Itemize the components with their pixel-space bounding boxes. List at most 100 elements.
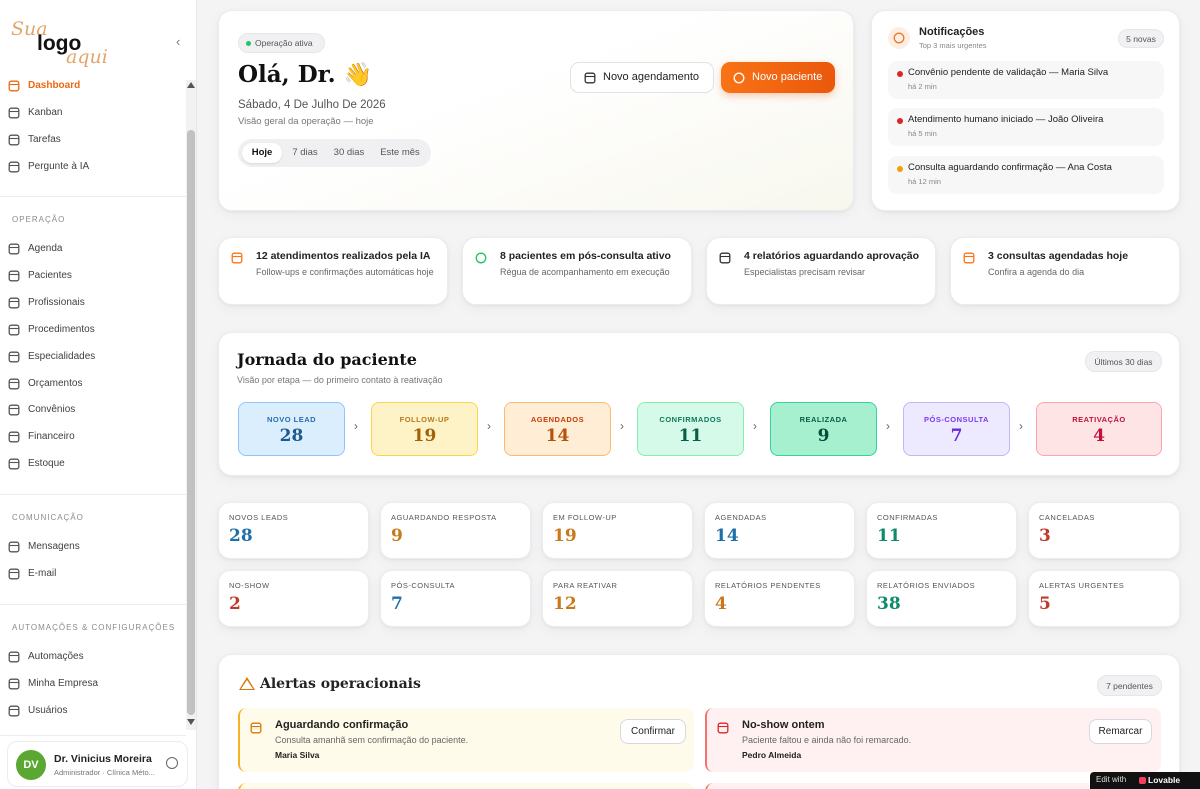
icon: [8, 705, 20, 717]
metric-card[interactable]: PÓS-CONSULTA 7: [380, 570, 531, 627]
icon: [8, 541, 20, 553]
alert-action[interactable]: Confirmar: [620, 719, 686, 744]
nav-item[interactable]: E-mail: [28, 568, 57, 579]
metric-card[interactable]: AGUARDANDO RESPOSTA 9: [380, 502, 531, 559]
nav-item[interactable]: Especialidades: [28, 351, 96, 362]
highlight-text: Follow-ups e confirmações automáticas ho…: [256, 267, 434, 277]
notification-text: Convênio pendente de validação — Maria S…: [908, 67, 1109, 78]
journey-stage[interactable]: AGENDADOS 14: [504, 402, 611, 456]
metric-card[interactable]: NO-SHOW 2: [218, 570, 369, 627]
icon: [963, 252, 975, 264]
metric-card[interactable]: RELATÓRIOS PENDENTES 4: [704, 570, 855, 627]
journey-stage[interactable]: NOVO LEAD 28: [238, 402, 345, 456]
alert-action[interactable]: Remarcar: [1089, 719, 1152, 744]
highlight-card: 4 relatórios aguardando aprovação Especia…: [706, 237, 936, 305]
metric-card[interactable]: CONFIRMADAS 11: [866, 502, 1017, 559]
alert-text: Consulta amanhã sem confirmação do pacie…: [275, 735, 469, 745]
nav-item[interactable]: Pacientes: [28, 270, 72, 281]
icon: [8, 678, 20, 690]
nav-item[interactable]: Profissionais: [28, 297, 85, 308]
button-new-appointment[interactable]: Novo agendamento: [570, 62, 714, 93]
alert-title: No-show ontem: [742, 719, 825, 731]
collapse-button[interactable]: ‹: [176, 34, 181, 49]
stage-value: 4: [1093, 426, 1105, 446]
user-card[interactable]: DV Dr. Vinicius Moreira Administrador · Cl…: [7, 741, 188, 787]
nav-item[interactable]: Estoque: [28, 458, 65, 469]
priority-dot: [897, 71, 903, 77]
stage-arrow: ›: [1019, 419, 1023, 433]
range-tab[interactable]: 30 dias: [333, 147, 365, 158]
alerts-card: Alertas operacionais 7 pendentes Aguardand…: [218, 654, 1180, 789]
button-new-patient[interactable]: Novo paciente: [721, 62, 835, 93]
range-tab[interactable]: 7 dias: [292, 147, 318, 158]
alert-item: No-show ontem Paciente faltou e ainda não…: [705, 708, 1161, 772]
edit-brand: Lovable: [1148, 775, 1181, 785]
metric-label: CANCELADAS: [1039, 513, 1095, 522]
nav-item[interactable]: Tarefas: [28, 134, 61, 145]
nav-item[interactable]: Kanban: [28, 107, 63, 118]
icon: [8, 270, 20, 282]
priority-dot: [897, 118, 903, 124]
notification-item[interactable]: Consulta aguardando confirmação — Ana Co…: [888, 156, 1164, 194]
notification-item[interactable]: Convênio pendente de validação — Maria S…: [888, 61, 1164, 99]
divider: [0, 196, 186, 197]
metric-card[interactable]: NOVOS LEADS 28: [218, 502, 369, 559]
stage-value: 7: [950, 426, 963, 446]
metric-label: PÓS-CONSULTA: [391, 581, 456, 590]
nav-item[interactable]: Usuários: [28, 705, 68, 716]
nav-item[interactable]: Financeiro: [28, 431, 75, 442]
warning-icon-inner: [241, 680, 253, 689]
metric-card[interactable]: CANCELADAS 3: [1028, 502, 1180, 559]
stage-label: CONFIRMADOS: [659, 415, 722, 424]
metric-card[interactable]: AGENDADAS 14: [704, 502, 855, 559]
scroll-up: [187, 82, 195, 88]
nav-item[interactable]: Dashboard: [28, 80, 81, 91]
stage-arrow: ›: [753, 419, 757, 433]
alert-person: Pedro Almeida: [742, 750, 802, 760]
edit-badge[interactable]: Edit with Lovable: [1090, 772, 1200, 789]
section-title: OPERAÇÃO: [12, 215, 66, 224]
metric-card[interactable]: EM FOLLOW-UP 19: [542, 502, 693, 559]
journey-stage[interactable]: CONFIRMADOS 11: [637, 402, 744, 456]
section-title: AUTOMAÇÕES & CONFIGURAÇÕES: [12, 623, 176, 632]
nav-item[interactable]: Automações: [28, 651, 84, 662]
metric-label: AGENDADAS: [715, 513, 767, 522]
icon: [231, 252, 243, 264]
nav-item[interactable]: Agenda: [28, 243, 63, 254]
alert-item: Aguardando confirmação Consulta amanhã se…: [238, 708, 694, 772]
nav-item[interactable]: Mensagens: [28, 541, 80, 552]
settings-icon[interactable]: [166, 757, 178, 769]
metric-card[interactable]: PARA REATIVAR 12: [542, 570, 693, 627]
range-tab[interactable]: Este mês: [380, 147, 420, 158]
icon: [8, 431, 20, 443]
icon: [719, 252, 731, 264]
stage-value: 14: [545, 426, 570, 446]
metric-value: 2: [229, 594, 241, 614]
journey-stage[interactable]: REATIVAÇÃO 4: [1036, 402, 1162, 456]
nav-item[interactable]: Orçamentos: [28, 378, 83, 389]
nav-item[interactable]: Pergunte à IA: [28, 161, 90, 172]
user-role: Administrador · Clínica Méto...: [54, 768, 155, 777]
metric-card[interactable]: RELATÓRIOS ENVIADOS 38: [866, 570, 1017, 627]
metric-value: 28: [229, 526, 253, 546]
notification-item[interactable]: Atendimento humano iniciado — João Olive…: [888, 108, 1164, 146]
range-tab[interactable]: Hoje: [242, 143, 282, 163]
stage-label: FOLLOW-UP: [399, 415, 450, 424]
journey-stage[interactable]: FOLLOW-UP 19: [371, 402, 478, 456]
icon: [8, 297, 20, 309]
icon: [8, 651, 20, 663]
notification-time: há 2 min: [908, 82, 937, 91]
journey-stage[interactable]: PÓS-CONSULTA 7: [903, 402, 1010, 456]
metric-value: 4: [715, 594, 727, 614]
metric-card[interactable]: ALERTAS URGENTES 5: [1028, 570, 1180, 627]
metric-value: 7: [391, 594, 403, 614]
highlight-title: 8 pacientes em pós-consulta ativo: [500, 250, 671, 262]
journey-stage[interactable]: REALIZADA 9: [770, 402, 877, 456]
nav-item[interactable]: Minha Empresa: [28, 678, 99, 689]
nav-item[interactable]: Procedimentos: [28, 324, 95, 335]
metric-label: ALERTAS URGENTES: [1039, 581, 1125, 590]
icon: [8, 243, 20, 255]
icon: [8, 568, 20, 580]
nav-item[interactable]: Convênios: [28, 404, 76, 415]
metric-label: CONFIRMADAS: [877, 513, 938, 522]
